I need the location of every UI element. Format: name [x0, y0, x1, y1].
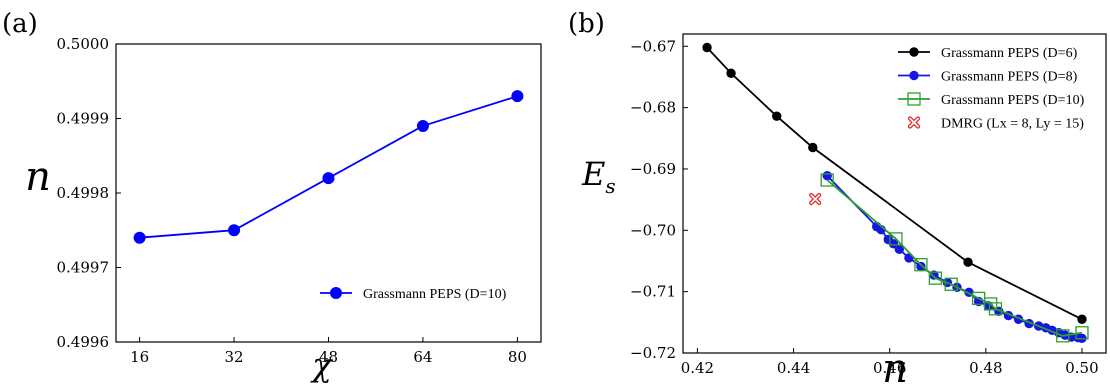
panel-b-legend-item: Grassmann PEPS (D=6) [898, 46, 1078, 61]
panel-b-series-2-point [820, 173, 834, 187]
panel-a-x-tick-label: 80 [508, 348, 527, 366]
panel-a-legend: Grassmann PEPS (D=10) [320, 287, 507, 302]
panel-b-series-0-point [772, 111, 782, 121]
panel-b-series-2-point [988, 302, 1003, 316]
panel-b-legend-item: DMRG (Lx = 8, Ly = 15) [907, 116, 1084, 132]
panel-b-series-2-point [983, 297, 998, 311]
panel-a-y-tick-label: 0.4999 [57, 110, 110, 128]
panel-b-series-2-point [928, 271, 943, 285]
panel-b-y-tick-label: −0.68 [630, 99, 676, 117]
panel-b-series-3-point-inner [810, 194, 820, 204]
panel-b-legend-label: DMRG (Lx = 8, Ly = 15) [941, 117, 1084, 132]
panel-b-legend-marker [907, 92, 921, 106]
panel-b-series-0-line [706, 46, 1083, 321]
panel-a-legend-item: Grassmann PEPS (D=10) [320, 287, 507, 302]
panel-b-series-1-point [822, 171, 832, 181]
panel-b-y-axis-label: Es [581, 155, 616, 198]
panel-a-series-0-point [228, 224, 241, 237]
panel-b-series-3 [809, 192, 822, 206]
panel-a-y-tick-label: 0.5000 [57, 35, 110, 53]
panel-a-series-0-line [139, 95, 518, 239]
panel-a-ticks: 16 32 48 64 80 0.4996 0.4997 0.4998 0.4999 0.5000 [57, 35, 527, 366]
panel-a-x-axis-label: χ [310, 346, 333, 384]
panel-b-x-tick-label: 0.42 [681, 359, 714, 377]
panel-b-series-2-point [889, 232, 903, 246]
panel-b-y-tick-label: −0.70 [630, 221, 676, 239]
panel-b-y-tick-label: −0.67 [630, 37, 676, 55]
panel-b-legend-marker [909, 70, 919, 81]
panel-b-frame [682, 33, 1107, 354]
panel-b-series-0-point [702, 42, 712, 53]
panel-b-series-2-point [944, 277, 958, 291]
panel-b-y-tick-label: −0.72 [630, 344, 676, 362]
panel-b-y-axis-label-main: E [581, 155, 605, 193]
panel-a-series-0-point [133, 231, 146, 244]
panel-a-x-tick-label: 16 [130, 348, 149, 366]
panel-a-y-tick-label: 0.4996 [57, 333, 110, 351]
panel-b-label: (b) [568, 9, 605, 39]
panel-b-x-tick-label: 0.50 [1065, 359, 1098, 377]
panel-a-legend-label: Grassmann PEPS (D=10) [363, 287, 507, 302]
panel-b-series-0-point [963, 257, 973, 267]
panel-a-frame [115, 43, 542, 343]
panel-b-legend-marker [909, 47, 919, 57]
panel-b-y-tick-label: −0.71 [630, 283, 676, 301]
panel-a-y-axis-label: n [25, 154, 51, 200]
panel-a-y-tick-label: 0.4998 [57, 184, 110, 202]
panel-b-series-2-point [1056, 329, 1070, 343]
panel-b-series-2 [820, 173, 1089, 343]
panel-b-legend-label: Grassmann PEPS (D=10) [941, 93, 1085, 108]
panel-b-legend-item: Grassmann PEPS (D=8) [898, 70, 1078, 85]
panel-b-series-2-point [1075, 326, 1089, 340]
panel-a-x-tick-label: 64 [413, 348, 432, 366]
panel-b-series-2-line [826, 179, 1083, 337]
panel-b-x-tick-label: 0.44 [777, 359, 810, 377]
panel-a-series-0-point [416, 119, 429, 132]
panel-b-legend: Grassmann PEPS (D=6) Grassmann PEPS (D=8)… [898, 46, 1085, 132]
panel-b-series-1 [822, 171, 1087, 343]
panel-b-x-tick-label: 0.46 [873, 359, 906, 377]
panel-a-x-tick-label: 48 [319, 348, 338, 366]
panel-b-y-axis-label-sub: s [605, 174, 615, 198]
panel-b-legend-marker-inner [909, 117, 919, 128]
panel-a: (a) n χ 16 32 48 64 80 0.4996 0.4997 0.4998 0.49… [2, 9, 542, 384]
panel-b-series-3-point [809, 192, 822, 206]
panel-b: (b) Es n 0.42 0.44 0.46 0.48 0.50−0.67−0.68−… [568, 9, 1107, 388]
panel-b-legend-marker [907, 116, 921, 129]
panel-a-y-tick-label: 0.4997 [57, 259, 110, 277]
panel-b-legend-label: Grassmann PEPS (D=6) [941, 46, 1078, 61]
panel-b-legend-label: Grassmann PEPS (D=8) [941, 70, 1078, 85]
panel-b-series-0-point [726, 68, 736, 78]
panel-a-series-0-point [322, 172, 335, 185]
panel-b-series-2-point [914, 258, 928, 272]
panel-a-label: (a) [2, 9, 38, 39]
panel-b-series-0 [702, 42, 1087, 324]
panel-b-plot-area [702, 42, 1089, 343]
panel-b-legend-item: Grassmann PEPS (D=10) [898, 92, 1085, 108]
panel-b-ticks: 0.42 0.44 0.46 0.48 0.50 −0.67 −0.68 −0.69 −0.70… [630, 37, 1099, 377]
panel-a-x-tick-label: 32 [225, 348, 244, 366]
panel-b-series-1-line [826, 175, 1083, 340]
panel-b-y-tick-label: −0.69 [630, 160, 676, 178]
panel-b-series-0-point [1077, 314, 1087, 324]
panel-a-plot-area [133, 90, 524, 244]
panel-a-series-0 [133, 90, 524, 244]
panel-a-series-0-point [511, 90, 524, 103]
panel-a-legend-marker [330, 287, 342, 299]
panel-b-series-0-point [808, 142, 818, 153]
panel-b-x-tick-label: 0.48 [969, 359, 1002, 377]
